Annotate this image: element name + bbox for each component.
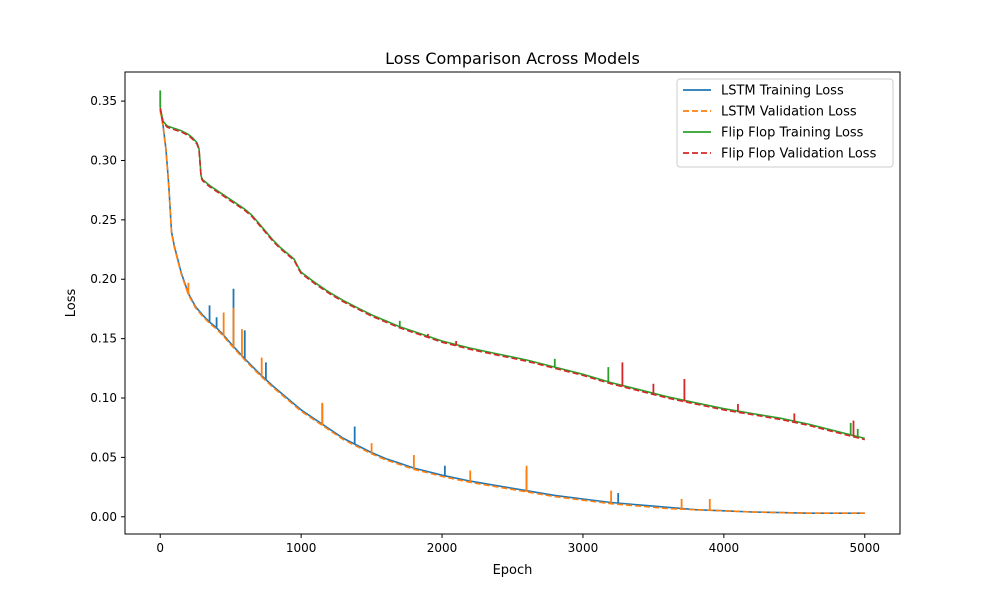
x-tick-label-0: 0	[156, 541, 164, 555]
x-tick-label-1: 1000	[286, 541, 317, 555]
x-tick-label-5: 5000	[849, 541, 880, 555]
legend-box	[676, 78, 894, 168]
x-tick-label-4: 4000	[709, 541, 740, 555]
y-tick-label-1: 0.05	[90, 450, 117, 464]
x-axis: 0 1000 2000 3000 4000 5000	[156, 534, 880, 555]
series-line-0	[159, 109, 865, 515]
y-tick-label-3: 0.15	[90, 332, 117, 346]
y-tick-label-7: 0.35	[90, 94, 117, 108]
y-tick-label-5: 0.25	[90, 213, 117, 227]
y-tick-label-6: 0.30	[90, 153, 117, 167]
series-line-1	[159, 110, 865, 515]
legend-label-0: LSTM Training Loss	[721, 84, 844, 99]
y-axis-label: Loss	[64, 289, 79, 318]
chart-title: Loss Comparison Across Models	[385, 49, 640, 68]
legend-label-3: Flip Flop Validation Loss	[721, 147, 877, 162]
x-tick-label-2: 2000	[427, 541, 458, 555]
series-line-3	[159, 108, 865, 441]
legend-label-1: LSTM Validation Loss	[721, 105, 857, 120]
y-axis: 0.00 0.05 0.10 0.15 0.20 0.25 0.30 0.35	[90, 94, 125, 524]
plot-frame	[124, 71, 901, 535]
series-layer	[159, 90, 865, 515]
x-axis-label: Epoch	[493, 563, 533, 578]
y-tick-label-2: 0.10	[90, 391, 117, 405]
legend-label-2: Flip Flop Training Loss	[721, 126, 864, 141]
x-tick-label-3: 3000	[568, 541, 599, 555]
legend: LSTM Training Loss LSTM Validation Loss Fl…	[676, 78, 894, 168]
y-tick-label-0: 0.00	[90, 510, 117, 524]
y-tick-label-4: 0.20	[90, 272, 117, 286]
